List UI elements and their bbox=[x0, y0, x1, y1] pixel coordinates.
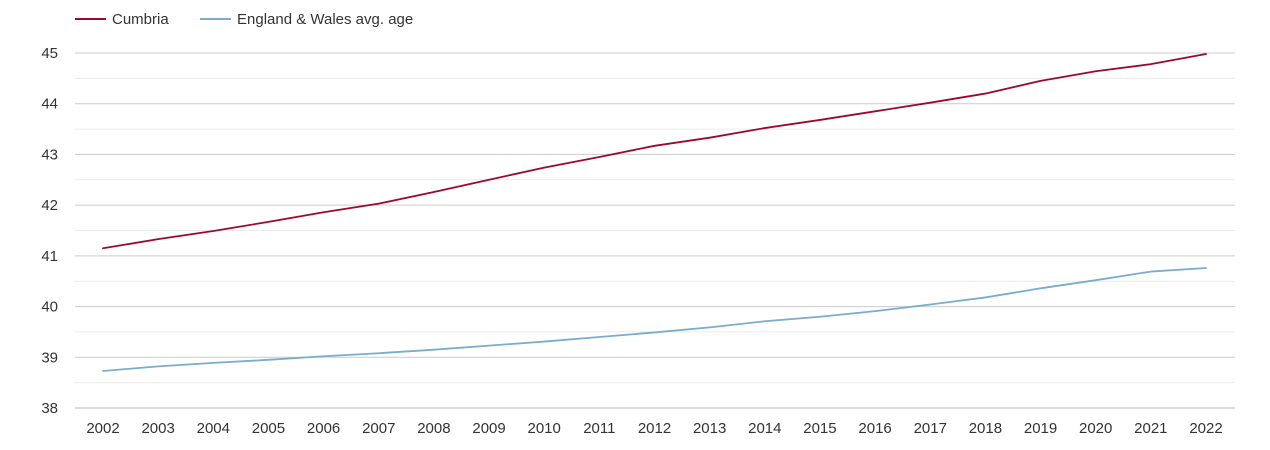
series-line-cumbria bbox=[102, 53, 1207, 250]
x-tick-label: 2022 bbox=[1189, 420, 1222, 437]
x-tick-label: 2013 bbox=[693, 420, 726, 437]
x-axis: 2002 2003 2004 2005 2006 2007 2008 2009 2010 2011… bbox=[86, 420, 1222, 437]
x-tick-label: 2009 bbox=[472, 420, 505, 437]
x-tick-label: 2019 bbox=[1024, 420, 1057, 437]
series-line-england-wales-avg-age bbox=[102, 267, 1207, 372]
x-tick-label: 2006 bbox=[307, 420, 340, 437]
x-tick-label: 2014 bbox=[748, 420, 781, 437]
x-tick-label: 2002 bbox=[86, 420, 119, 437]
y-tick-label: 42 bbox=[41, 197, 58, 214]
x-tick-label: 2003 bbox=[141, 420, 174, 437]
x-tick-label: 2015 bbox=[803, 420, 836, 437]
y-axis: 38 39 40 41 42 43 44 45 bbox=[41, 45, 58, 417]
grid bbox=[75, 52, 1235, 409]
series-lines bbox=[102, 53, 1207, 372]
y-tick-label: 44 bbox=[41, 96, 58, 113]
legend-label: England & Wales avg. age bbox=[237, 11, 413, 28]
x-tick-label: 2011 bbox=[583, 420, 615, 437]
x-tick-label: 2016 bbox=[858, 420, 891, 437]
y-tick-label: 45 bbox=[41, 45, 58, 62]
x-tick-label: 2005 bbox=[252, 420, 285, 437]
x-tick-label: 2021 bbox=[1134, 420, 1167, 437]
legend: Cumbria England & Wales avg. age bbox=[75, 11, 413, 28]
x-tick-label: 2012 bbox=[638, 420, 671, 437]
legend-label: Cumbria bbox=[112, 11, 169, 28]
x-tick-label: 2010 bbox=[528, 420, 561, 437]
y-tick-label: 40 bbox=[41, 299, 58, 316]
x-tick-label: 2020 bbox=[1079, 420, 1112, 437]
x-tick-label: 2017 bbox=[914, 420, 947, 437]
y-tick-label: 39 bbox=[41, 349, 58, 366]
x-tick-label: 2004 bbox=[197, 420, 230, 437]
y-tick-label: 43 bbox=[41, 146, 58, 163]
y-tick-label: 41 bbox=[41, 248, 58, 265]
x-tick-label: 2008 bbox=[417, 420, 450, 437]
y-tick-label: 38 bbox=[41, 400, 58, 417]
x-tick-label: 2007 bbox=[362, 420, 395, 437]
x-tick-label: 2018 bbox=[969, 420, 1002, 437]
